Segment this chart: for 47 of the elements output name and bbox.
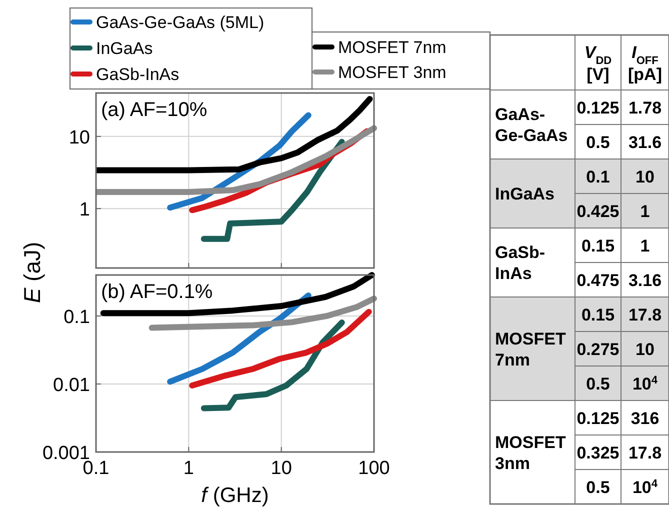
x-tick-label: 1 [183,458,194,479]
x-tick-label: 10 [270,458,292,479]
legend-label: GaAs-Ge-GaAs (5ML) [96,13,264,32]
text: 0.125 [576,408,620,428]
category-label: MOSFET 7nm [495,329,566,370]
text: 0.5 [586,132,610,152]
y-tick-label: 0.01 [53,374,90,396]
y-tick-label: 10 [68,127,90,148]
legend-label: MOSFET 3nm [338,63,446,82]
text: 0.425 [576,202,620,221]
category-label: InGaAs [495,184,555,204]
text: 17.8 [628,305,662,324]
text: 0.1 [586,167,610,186]
y-axis-title: E (aJ) [19,242,45,304]
text: 3.16 [628,270,662,290]
y-tick-label: 1 [79,200,90,221]
text: 10$^{4}$ [632,374,658,394]
text: 1.78 [628,98,662,118]
y-tick-label: 0.1 [64,306,90,328]
text: 0.5 [586,374,610,394]
legend-label: MOSFET 7nm [338,38,446,57]
text: 0.15 [581,305,615,324]
category-label: GaAs-Ge-GaAs [495,105,568,145]
text: 10$^{4}$ [632,478,658,497]
category-label: MOSFET 3nm [495,432,566,473]
text: 10 [636,167,654,186]
category-label: I$_{OFF}$ [pA] [628,43,662,84]
text: 1 [640,236,650,256]
x-axis-title: f (GHz) [201,484,269,507]
text: 0.475 [576,270,620,290]
text: 0.275 [576,340,620,359]
text: 10 [636,340,654,359]
text: 316 [630,408,660,428]
text: 0.5 [586,478,610,497]
chart-title: (a) AF=10% [101,99,208,121]
text: 31.6 [628,132,662,152]
x-tick-label: 100 [358,458,390,479]
text: 0.15 [581,236,615,256]
category-label: GaSb-InAs [495,243,546,283]
category-label: V$_{DD}$ [V] [584,43,612,84]
text: 17.8 [628,443,662,462]
chart-title: (b) AF=0.1% [101,281,213,303]
legend-label: GaSb-InAs [96,65,180,84]
text: 0.325 [576,443,620,462]
text: 1 [640,202,650,221]
text: 0.125 [576,98,620,118]
legend-label: InGaAs [96,39,153,58]
